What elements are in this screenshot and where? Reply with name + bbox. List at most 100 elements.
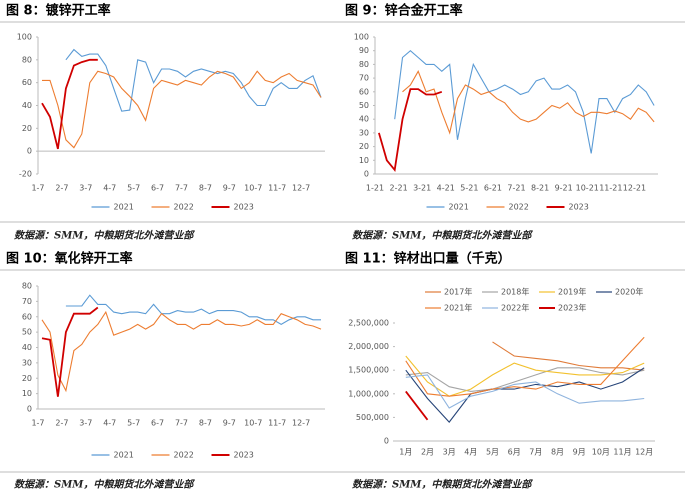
y-tick-label: -20 bbox=[19, 170, 32, 179]
x-tick-label: 9-7 bbox=[223, 184, 236, 193]
x-tick-label: 11月 bbox=[613, 448, 631, 457]
series-line bbox=[378, 88, 443, 173]
x-tick-label: 4月 bbox=[464, 448, 477, 457]
y-tick-label: 100 bbox=[17, 33, 32, 42]
legend-label: 2018年 bbox=[501, 287, 529, 297]
x-tick-label: 12月 bbox=[635, 448, 653, 457]
x-tick-label: 7月 bbox=[529, 448, 542, 457]
series-line bbox=[405, 374, 645, 409]
series-line bbox=[65, 294, 321, 326]
y-tick-label: 100 bbox=[354, 33, 369, 42]
x-tick-label: 8月 bbox=[551, 448, 564, 457]
y-tick-label: 0 bbox=[364, 170, 369, 179]
y-tick-label: 20 bbox=[22, 124, 32, 133]
y-tick-label: 30 bbox=[359, 128, 369, 137]
series-line bbox=[41, 58, 98, 150]
x-tick-label: 12-21 bbox=[623, 184, 646, 193]
x-tick-label: 9-21 bbox=[555, 184, 573, 193]
legend-label: 2022 bbox=[174, 203, 194, 212]
figure-title: 图 9：锌合金开工率 bbox=[345, 3, 463, 19]
figure-title: 图 8：镀锌开工率 bbox=[6, 3, 111, 19]
series-line bbox=[405, 390, 429, 421]
x-tick-label: 3-7 bbox=[79, 419, 92, 428]
legend-label: 2017年 bbox=[444, 287, 472, 297]
series-line bbox=[41, 306, 99, 397]
y-tick-label: 2,000,000 bbox=[348, 342, 389, 351]
legend-label: 2023 bbox=[234, 451, 254, 460]
y-tick-label: 40 bbox=[22, 343, 32, 352]
legend-label: 2023年 bbox=[558, 303, 586, 313]
x-tick-label: 7-7 bbox=[175, 419, 188, 428]
figure-title: 图 10：氧化锌开工率 bbox=[6, 251, 133, 267]
legend-label: 2022年 bbox=[501, 303, 529, 313]
y-tick-label: 0 bbox=[27, 147, 32, 156]
x-tick-label: 4-7 bbox=[103, 419, 116, 428]
x-tick-label: 11-7 bbox=[268, 184, 286, 193]
y-tick-label: 2,500,000 bbox=[348, 319, 389, 328]
x-tick-label: 5月 bbox=[486, 448, 499, 457]
x-tick-label: 3-7 bbox=[79, 184, 92, 193]
x-tick-label: 7-7 bbox=[175, 184, 188, 193]
y-tick-label: 10 bbox=[22, 389, 32, 398]
x-tick-label: 6-7 bbox=[151, 184, 164, 193]
x-tick-label: 10-21 bbox=[576, 184, 599, 193]
x-tick-label: 4-7 bbox=[103, 184, 116, 193]
y-tick-label: 40 bbox=[22, 101, 32, 110]
source: 数据源：SMM，中粮期货北外滩营业部 bbox=[14, 230, 195, 242]
x-tick-label: 5-7 bbox=[127, 419, 140, 428]
x-tick-label: 6月 bbox=[508, 448, 521, 457]
y-tick-label: 500,000 bbox=[356, 413, 389, 422]
x-tick-label: 6-7 bbox=[151, 419, 164, 428]
x-tick-label: 1-21 bbox=[366, 184, 384, 193]
series-line bbox=[402, 70, 655, 135]
x-tick-label: 2-21 bbox=[390, 184, 408, 193]
x-tick-label: 3-21 bbox=[413, 184, 431, 193]
x-tick-label: 12-7 bbox=[292, 184, 310, 193]
y-tick-label: 80 bbox=[22, 55, 32, 64]
series-line bbox=[394, 49, 655, 154]
legend-label: 2020年 bbox=[615, 287, 643, 297]
x-tick-label: 11-21 bbox=[599, 184, 622, 193]
x-tick-label: 2-7 bbox=[55, 184, 68, 193]
y-tick-label: 80 bbox=[359, 60, 369, 69]
x-tick-label: 9月 bbox=[573, 448, 586, 457]
x-tick-label: 1-7 bbox=[31, 419, 44, 428]
legend-label: 2021 bbox=[449, 203, 469, 212]
source: 数据源：SMM，中粮期货北外滩营业部 bbox=[352, 230, 533, 242]
x-tick-label: 1月 bbox=[399, 448, 412, 457]
legend-label: 2023 bbox=[569, 203, 589, 212]
y-tick-label: 20 bbox=[22, 374, 32, 383]
x-tick-label: 9-7 bbox=[223, 419, 236, 428]
x-tick-label: 5-21 bbox=[460, 184, 478, 193]
x-tick-label: 12-7 bbox=[292, 419, 310, 428]
y-tick-label: 60 bbox=[22, 78, 32, 87]
series-line bbox=[405, 367, 645, 423]
legend-label: 2019年 bbox=[558, 287, 586, 297]
source: 数据源：SMM，中粮期货北外滩营业部 bbox=[14, 479, 195, 491]
legend-label: 2021年 bbox=[444, 303, 472, 313]
x-tick-label: 11-7 bbox=[268, 419, 286, 428]
y-tick-label: 60 bbox=[22, 312, 32, 321]
x-tick-label: 5-7 bbox=[127, 184, 140, 193]
y-tick-label: 70 bbox=[22, 297, 32, 306]
x-tick-label: 8-7 bbox=[199, 419, 212, 428]
y-tick-label: 0 bbox=[384, 437, 389, 446]
series-line bbox=[405, 336, 645, 397]
legend-label: 2022 bbox=[509, 203, 529, 212]
series-line bbox=[405, 355, 645, 397]
y-tick-label: 50 bbox=[359, 101, 369, 110]
y-tick-label: 20 bbox=[359, 142, 369, 151]
y-tick-label: 30 bbox=[22, 358, 32, 367]
y-tick-label: 40 bbox=[359, 115, 369, 124]
legend-label: 2021 bbox=[114, 203, 134, 212]
y-tick-label: 10 bbox=[359, 156, 369, 165]
series-line bbox=[41, 310, 322, 393]
y-tick-label: 60 bbox=[359, 87, 369, 96]
y-tick-label: 90 bbox=[359, 46, 369, 55]
x-tick-label: 6-21 bbox=[484, 184, 502, 193]
x-tick-label: 3月 bbox=[443, 448, 456, 457]
x-tick-label: 7-21 bbox=[507, 184, 525, 193]
x-tick-label: 2-7 bbox=[55, 419, 68, 428]
x-tick-label: 4-21 bbox=[437, 184, 455, 193]
legend-label: 2022 bbox=[174, 451, 194, 460]
